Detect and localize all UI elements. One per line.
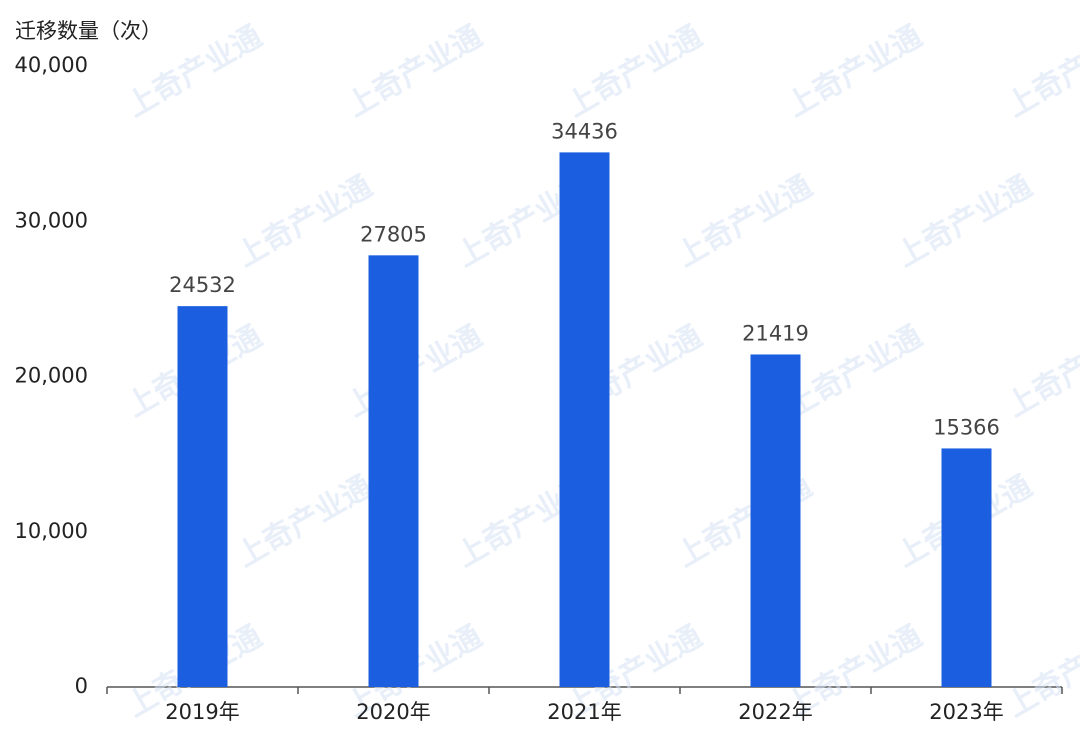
- y-tick-label: 30,000: [15, 208, 88, 232]
- x-tick-label: 2020年: [356, 700, 430, 724]
- watermark: 上奇产业通: [561, 19, 708, 124]
- bar: [941, 448, 992, 687]
- data-label: 24532: [169, 273, 236, 297]
- x-tick-label: 2022年: [738, 700, 812, 724]
- data-label: 34436: [551, 119, 618, 143]
- y-tick-label: 20,000: [15, 364, 88, 388]
- data-label: 27805: [360, 222, 427, 246]
- x-tick-label: 2023年: [929, 700, 1003, 724]
- x-tick-label: 2021年: [547, 700, 621, 724]
- bar: [368, 255, 419, 687]
- y-tick-label: 40,000: [15, 53, 88, 77]
- x-tick-label: 2019年: [165, 700, 239, 724]
- watermark: 上奇产业通: [1001, 619, 1080, 724]
- watermark: 上奇产业通: [1001, 319, 1080, 424]
- bar: [750, 354, 801, 687]
- watermark: 上奇产业通: [671, 169, 818, 274]
- watermark: 上奇产业通: [1001, 19, 1080, 124]
- watermark: 上奇产业通: [891, 169, 1038, 274]
- data-label: 21419: [742, 321, 809, 345]
- data-label: 15366: [933, 415, 1000, 439]
- watermark: 上奇产业通: [231, 469, 378, 574]
- watermark: 上奇产业通: [341, 19, 488, 124]
- y-tick-label: 10,000: [15, 519, 88, 543]
- y-tick-label: 0: [75, 674, 88, 698]
- watermark: 上奇产业通: [781, 19, 928, 124]
- watermark: 上奇产业通: [231, 169, 378, 274]
- y-axis-label: 迁移数量（次）: [15, 19, 162, 43]
- bar: [559, 152, 610, 687]
- bar: [177, 306, 228, 687]
